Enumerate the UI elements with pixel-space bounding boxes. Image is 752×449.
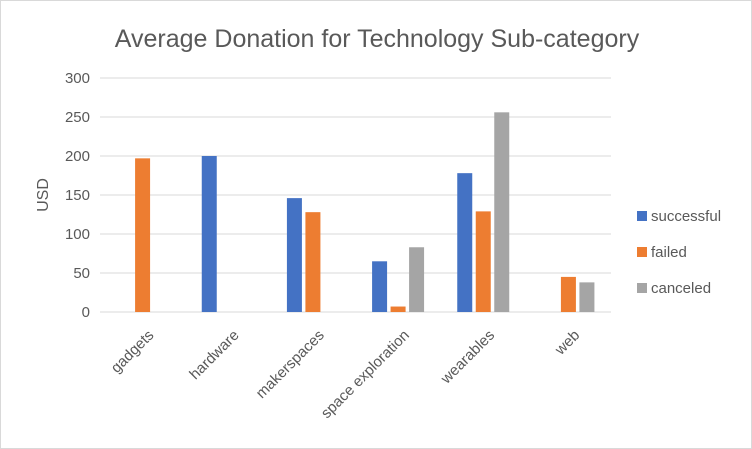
y-tick-label: 100 <box>65 226 90 243</box>
bar-successful-wearables <box>457 173 473 312</box>
x-tick-label: wearables <box>437 327 498 388</box>
bar-canceled-wearables <box>494 112 510 312</box>
x-tick-label: web <box>551 327 583 359</box>
y-tick-label: 200 <box>65 148 90 165</box>
bar-canceled-web <box>579 282 595 312</box>
bar-successful-space-exploration <box>372 261 388 312</box>
x-tick-label: makerspaces <box>253 327 328 402</box>
bar-canceled-space-exploration <box>409 247 425 312</box>
bar-failed-wearables <box>475 211 491 312</box>
y-tick-label: 150 <box>65 187 90 204</box>
y-tick-label: 250 <box>65 109 90 126</box>
bar-successful-makerspaces <box>286 198 302 312</box>
legend-label-canceled: canceled <box>651 280 711 297</box>
legend: successful failed canceled <box>637 208 721 297</box>
gridlines <box>100 77 611 313</box>
bar-failed-gadgets <box>135 158 151 312</box>
y-tick-label: 50 <box>73 265 90 282</box>
y-tick-label: 300 <box>65 70 90 87</box>
chart-title: Average Donation for Technology Sub-cate… <box>115 25 640 53</box>
x-tick-label: hardware <box>186 327 242 383</box>
legend-label-successful: successful <box>651 208 721 225</box>
legend-swatch-failed <box>637 247 647 257</box>
bar-failed-makerspaces <box>305 212 321 312</box>
x-tick-label: gadgets <box>108 327 158 377</box>
x-tick-label: space exploration <box>318 327 413 422</box>
legend-swatch-successful <box>637 211 647 221</box>
bars <box>135 112 595 312</box>
bar-successful-hardware <box>201 156 217 312</box>
bar-failed-web <box>560 276 576 312</box>
y-axis-label: USD <box>35 178 52 212</box>
legend-swatch-canceled <box>637 283 647 293</box>
legend-label-failed: failed <box>651 244 687 261</box>
y-tick-label: 0 <box>82 304 90 321</box>
y-tick-labels: 0 50 100 150 200 250 300 <box>65 70 90 321</box>
bar-failed-space-exploration <box>390 306 406 312</box>
